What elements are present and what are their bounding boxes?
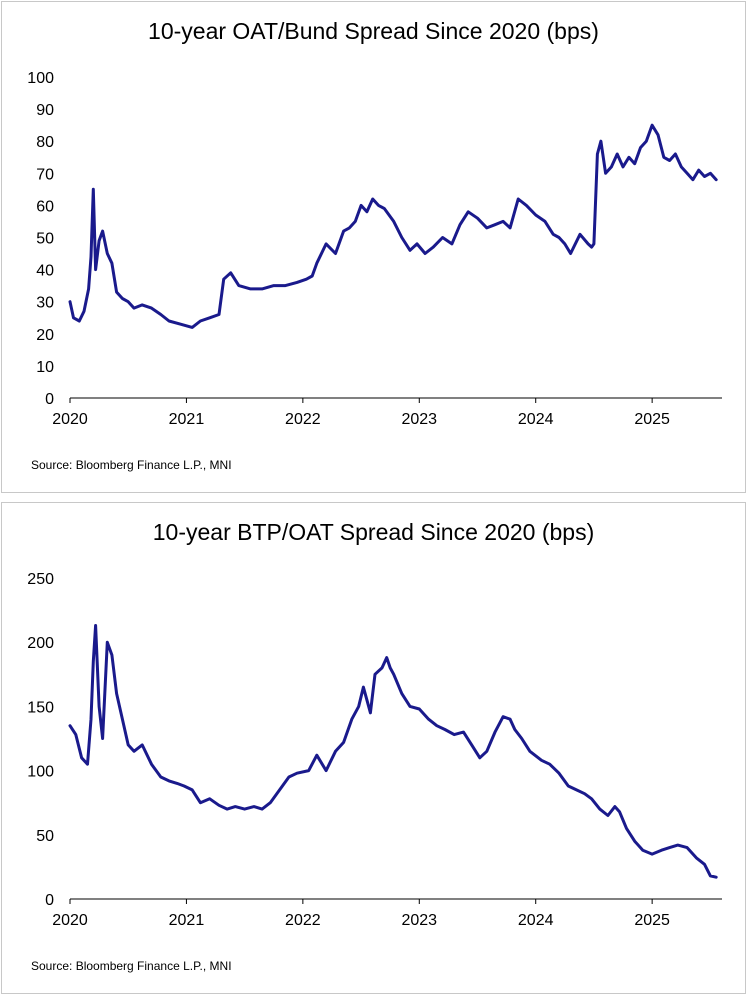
- y-tick-label: 90: [36, 102, 54, 119]
- chart-panel-oat-bund: 10-year OAT/Bund Spread Since 2020 (bps)…: [1, 1, 746, 493]
- y-tick-label: 60: [36, 198, 54, 215]
- series-line: [68, 123, 718, 329]
- x-tick-label: 2022: [285, 411, 321, 428]
- y-tick-label: 20: [36, 327, 54, 344]
- y-tick-label: 50: [36, 231, 54, 248]
- chart-panel-btp-oat: 10-year BTP/OAT Spread Since 2020 (bps) …: [1, 502, 746, 994]
- y-tick-label: 40: [36, 263, 54, 280]
- x-tick-label: 2021: [169, 411, 205, 428]
- chart-title: 10-year BTP/OAT Spread Since 2020 (bps): [152, 519, 595, 545]
- x-tick-label: 2020: [52, 411, 88, 428]
- y-tick-label: 70: [36, 166, 54, 183]
- x-tick-label: 2025: [634, 411, 670, 428]
- y-tick-label: 50: [36, 828, 54, 845]
- y-tick-label: 100: [27, 764, 54, 781]
- source-note: Source: Bloomberg Finance L.P., MNI: [31, 458, 232, 472]
- y-tick-label: 250: [27, 571, 54, 588]
- chart-title: 10-year OAT/Bund Spread Since 2020 (bps): [148, 18, 599, 44]
- x-tick-label: 2023: [401, 411, 437, 428]
- y-tick-label: 150: [27, 699, 54, 716]
- y-tick-label: 200: [27, 635, 54, 652]
- x-tick-label: 2020: [52, 912, 88, 929]
- x-tick-label: 2024: [518, 411, 554, 428]
- chart-plot-btp-oat: 0 50 100 150 200 250 2020 2021 2022 2023 2024 2025: [27, 571, 722, 929]
- y-tick-label: 10: [36, 359, 54, 376]
- x-tick-label: 2023: [401, 912, 437, 929]
- y-tick-label: 100: [27, 70, 54, 87]
- series-line: [68, 624, 718, 879]
- x-tick-label: 2022: [285, 912, 321, 929]
- y-tick-label: 80: [36, 134, 54, 151]
- y-tick-label: 30: [36, 295, 54, 312]
- chart-plot-oat-bund: 0 10 20 30 40 50 60 70 80 90 100 2020 2021 2022 2023 20…: [27, 70, 722, 428]
- y-tick-label: 0: [45, 892, 54, 909]
- x-tick-label: 2024: [518, 912, 554, 929]
- source-note: Source: Bloomberg Finance L.P., MNI: [31, 959, 232, 973]
- x-tick-label: 2025: [634, 912, 670, 929]
- x-tick-label: 2021: [169, 912, 205, 929]
- y-tick-label: 0: [45, 391, 54, 408]
